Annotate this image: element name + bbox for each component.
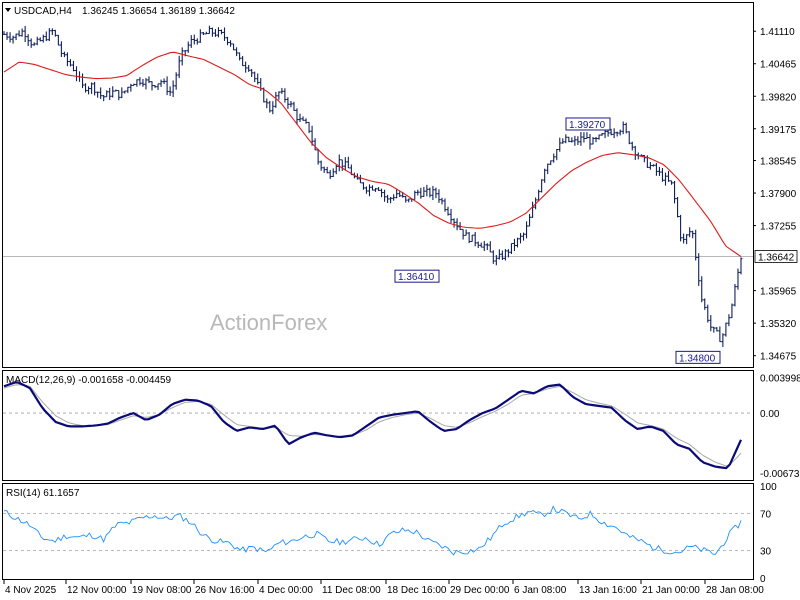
- price-annotation-label: 1.36410: [398, 272, 435, 283]
- y-tick-label: 1.39175: [760, 125, 797, 136]
- macd-tick-label: 0.003998: [760, 373, 800, 384]
- x-tick-label: 21 Jan 00:00: [642, 585, 700, 596]
- x-axis: 4 Nov 2025 12 Nov 00:00 19 Nov 08:00 26 Nov…: [3, 580, 764, 596]
- x-tick-label: 19 Nov 08:00: [132, 585, 192, 596]
- rsi-tick-label: 70: [760, 510, 772, 521]
- x-tick-label: 12 Nov 00:00: [67, 585, 127, 596]
- symbol-label: USDCAD,H4: [14, 6, 72, 17]
- sma-line-group: [3, 51, 742, 258]
- y-tick-label: 1.41110: [760, 27, 795, 38]
- y-tick-label: 1.35965: [760, 287, 797, 298]
- y-tick-label: 1.37255: [760, 222, 797, 233]
- price-annotations: 1.39270 1.36410 1.34800: [394, 117, 721, 364]
- macd-signal-line: [3, 384, 742, 467]
- x-tick-label: 6 Jan 08:00: [514, 585, 567, 596]
- macd-tick-label: -0.006738: [760, 469, 800, 480]
- y-tick-label: 1.40465: [760, 60, 797, 71]
- price-annotation-box: [675, 350, 721, 364]
- rsi-line-group: [3, 505, 742, 556]
- price-annotation-label: 1.34800: [679, 353, 716, 364]
- rsi-line: [3, 505, 742, 556]
- rsi-tick-label: 0: [760, 574, 766, 585]
- rsi-tick-label: 30: [760, 546, 772, 557]
- current-price-box: [754, 250, 798, 263]
- x-tick-label: 29 Dec 00:00: [450, 585, 510, 596]
- x-tick-label: 4 Dec 00:00: [259, 585, 313, 596]
- macd-tick-label: 0.00: [760, 409, 780, 420]
- sma-line: [3, 51, 742, 258]
- reference-lines: [3, 256, 753, 551]
- dropdown-triangle-icon[interactable]: [5, 8, 11, 12]
- price-pane: [2, 2, 754, 368]
- x-tick-label: 4 Nov 2025: [5, 585, 57, 596]
- x-tick-label: 18 Dec 16:00: [387, 585, 447, 596]
- macd-main-line: [3, 381, 743, 470]
- rsi-tick-label: 100: [760, 482, 777, 493]
- price-bars: [2, 25, 743, 347]
- x-tick-label: 11 Dec 08:00: [322, 585, 381, 596]
- watermark: ActionForex: [210, 310, 327, 335]
- rsi-pane: [2, 483, 754, 580]
- price-y-axis: 1.41110 1.40465 1.39820 1.39175 1.38545 1.379…: [753, 27, 800, 585]
- current-price-label: 1.36642: [758, 252, 795, 263]
- price-annotation-box: [394, 269, 440, 283]
- y-tick-label: 1.39820: [760, 92, 797, 103]
- macd-header: MACD(12,26,9) -0.001658 -0.004459: [6, 375, 172, 386]
- price-annotation-label: 1.39270: [569, 120, 606, 131]
- ohlc-values: 1.36245 1.36654 1.36189 1.36642: [82, 6, 235, 17]
- price-annotation-box: [565, 117, 611, 131]
- x-tick-label: 26 Nov 16:00: [195, 585, 255, 596]
- macd-pane: [2, 370, 754, 481]
- y-tick-label: 1.37900: [760, 189, 797, 200]
- macd-lines: [3, 381, 743, 470]
- y-tick-label: 1.34675: [760, 352, 797, 363]
- y-tick-label: 1.38545: [760, 157, 797, 168]
- rsi-header: RSI(14) 61.1657: [6, 488, 80, 499]
- y-tick-label: 1.35320: [760, 319, 797, 330]
- x-tick-label: 28 Jan 08:00: [706, 585, 764, 596]
- x-tick-label: 13 Jan 16:00: [579, 585, 637, 596]
